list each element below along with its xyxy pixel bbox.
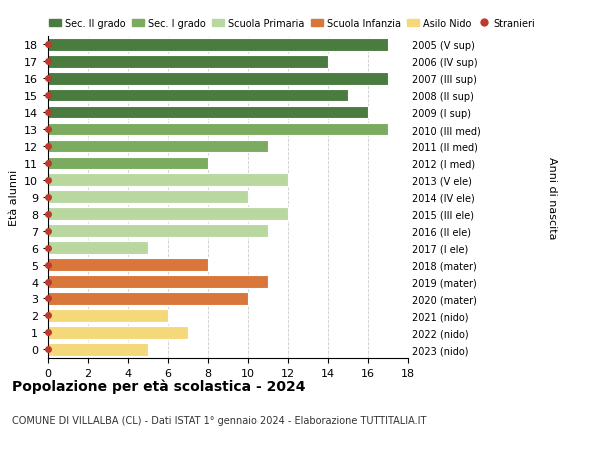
Bar	[48, 275, 268, 288]
Legend: Sec. II grado, Sec. I grado, Scuola Primaria, Scuola Infanzia, Asilo Nido, Stran: Sec. II grado, Sec. I grado, Scuola Prim…	[49, 19, 535, 28]
Y-axis label: Età alunni: Età alunni	[8, 169, 19, 225]
Bar	[48, 123, 388, 136]
Text: Popolazione per età scolastica - 2024: Popolazione per età scolastica - 2024	[12, 379, 305, 393]
Bar	[48, 326, 188, 339]
Bar	[48, 292, 248, 305]
Bar	[48, 140, 268, 153]
Bar	[48, 174, 288, 187]
Bar	[48, 157, 208, 170]
Bar	[48, 191, 248, 204]
Bar	[48, 39, 388, 51]
Bar	[48, 106, 368, 119]
Bar	[48, 225, 268, 237]
Bar	[48, 259, 208, 271]
Bar	[48, 90, 348, 102]
Text: COMUNE DI VILLALBA (CL) - Dati ISTAT 1° gennaio 2024 - Elaborazione TUTTITALIA.I: COMUNE DI VILLALBA (CL) - Dati ISTAT 1° …	[12, 415, 427, 425]
Bar	[48, 343, 148, 356]
Y-axis label: Anni di nascita: Anni di nascita	[547, 156, 557, 239]
Bar	[48, 73, 388, 85]
Bar	[48, 242, 148, 254]
Bar	[48, 309, 168, 322]
Bar	[48, 56, 328, 68]
Bar	[48, 208, 288, 221]
